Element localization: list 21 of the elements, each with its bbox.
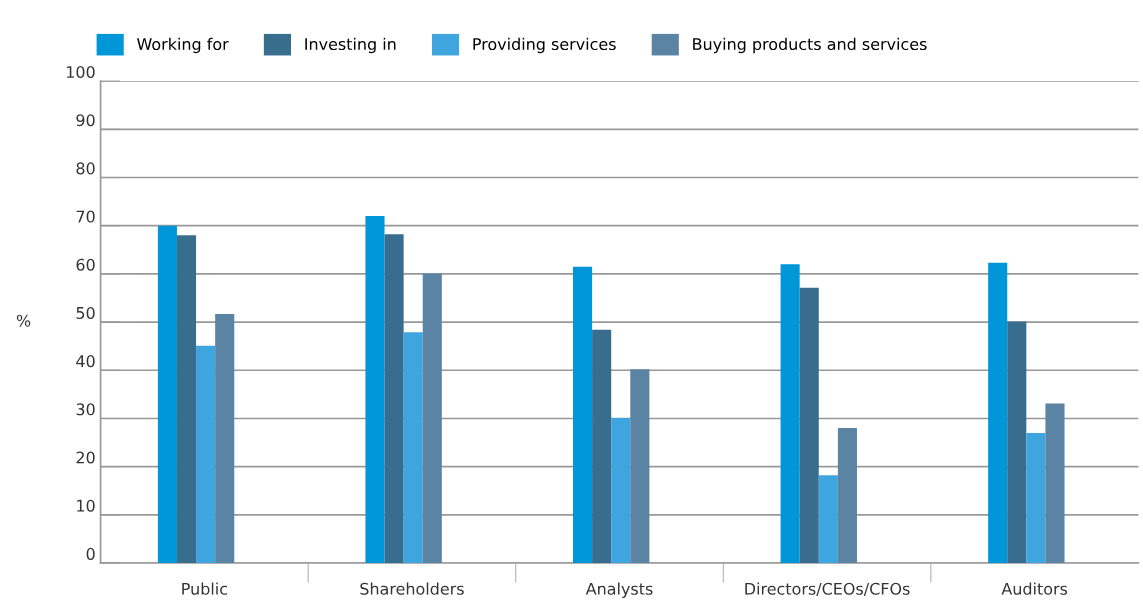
y-tick-label: 40 xyxy=(76,355,95,368)
y-tick-label: 50 xyxy=(76,306,95,319)
legend-label: Working for xyxy=(137,37,229,54)
x-tick-label: Shareholders xyxy=(360,582,464,595)
y-tick-label: 20 xyxy=(76,451,95,464)
x-tick-label: Directors/CEOs/CFOs xyxy=(745,582,910,597)
y-tick-label: 30 xyxy=(76,403,95,416)
legend-label: Providing services xyxy=(473,37,616,54)
x-tick-label: Auditors xyxy=(1001,582,1068,595)
y-axis-title: % xyxy=(16,314,31,327)
y-tick-label: 90 xyxy=(76,114,95,127)
x-tick-label: Public xyxy=(182,582,228,595)
y-tick-label: 100 xyxy=(66,65,95,79)
legend-label: Buying products and services xyxy=(693,37,927,54)
y-tick-label: 60 xyxy=(76,258,95,271)
y-tick-label: 10 xyxy=(77,499,95,512)
y-tick-label: 0 xyxy=(86,547,95,560)
y-tick-label: 80 xyxy=(76,162,95,175)
y-tick-label: 70 xyxy=(76,210,95,223)
legend-label: Investing in xyxy=(305,37,396,54)
x-tick-label: Analysts xyxy=(585,582,653,598)
